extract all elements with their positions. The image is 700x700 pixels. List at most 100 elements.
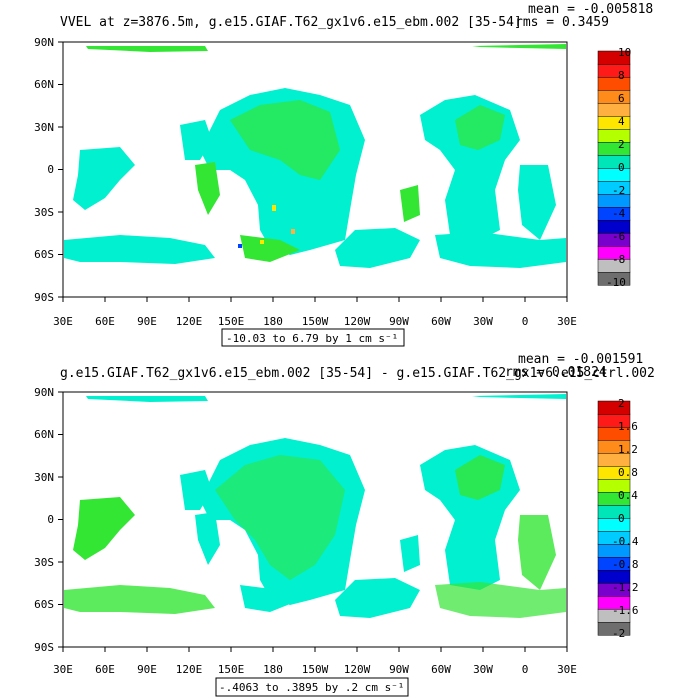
colorbar-swatch	[597, 50, 631, 65]
field-atlantic-detail	[455, 105, 505, 150]
field-southern-ridge	[240, 585, 300, 612]
field-caribbean	[400, 535, 420, 572]
lat-label: 30S	[34, 206, 54, 219]
colorbar-label: 10	[618, 46, 631, 59]
colorbar-label: 8	[618, 69, 625, 82]
colorbar-label: -10	[606, 276, 626, 289]
lat-axis-labels: 90N 60N 30N 0 30S 60S 90S	[34, 36, 54, 304]
ocean-field	[64, 44, 566, 268]
lon-label: 0	[522, 663, 529, 676]
lon-label: 120W	[344, 663, 371, 676]
lat-axis-labels: 90N 60N 30N 0 30S 60S 90S	[34, 386, 54, 654]
range-label: -10.03 to 6.79 by 1 cm s⁻¹	[226, 332, 398, 345]
stats-rms: rms = 0.01824	[505, 365, 607, 380]
colorbar-swatch	[597, 89, 631, 104]
field-indian-north	[73, 497, 135, 560]
colorbar-label: 6	[618, 92, 625, 105]
colorbar-label: -8	[612, 253, 625, 266]
field-east-atlantic	[518, 165, 556, 240]
lon-axis-labels: 30E 60E 90E 120E 150E 180 150W 120W 90W …	[53, 663, 577, 676]
lon-label: 30E	[557, 315, 577, 328]
field-pacific-detail	[215, 455, 345, 580]
lat-label: 30S	[34, 556, 54, 569]
lon-label: 30E	[557, 663, 577, 676]
lat-label: 60N	[34, 78, 54, 91]
lon-label: 150E	[218, 663, 245, 676]
field-pacific-detail	[230, 100, 340, 180]
lat-label: 90N	[34, 36, 54, 49]
anomaly-spot	[272, 205, 276, 211]
colorbar-label: 2	[618, 138, 625, 151]
range-label: -.4063 to .3895 by .2 cm s⁻¹	[219, 681, 404, 694]
colorbar-label: 1.6	[618, 420, 638, 433]
lat-label: 30N	[34, 121, 54, 134]
field-indonesia	[195, 512, 220, 565]
colorbar-label: 4	[618, 115, 625, 128]
field-caribbean	[400, 185, 420, 222]
lon-label: 120W	[344, 315, 371, 328]
lon-label: 90W	[389, 315, 409, 328]
field-atlantic-detail	[455, 455, 505, 500]
lon-ticks	[62, 647, 568, 652]
field-indian-north	[73, 147, 135, 210]
anomaly-spot	[291, 229, 295, 234]
field-arctic-east	[472, 394, 566, 399]
lon-label: 150E	[218, 315, 245, 328]
panel-title: g.e15.GIAF.T62_gx1v6.e15_ebm.002 [35-54]…	[60, 366, 655, 381]
field-indian-shelf	[180, 470, 212, 510]
colorbar-label: -2	[612, 627, 625, 640]
lon-label: 60W	[431, 315, 451, 328]
field-arctic-west	[86, 46, 208, 52]
colorbar-label: -6	[612, 230, 625, 243]
colorbar-label: -1.6	[612, 604, 639, 617]
field-arctic-west	[86, 396, 208, 402]
range-box-frame	[215, 677, 409, 697]
ocean-field	[64, 394, 566, 618]
field-southern-east	[435, 582, 566, 618]
colorbar-swatch	[597, 517, 631, 532]
colorbar-label: 0	[618, 161, 625, 174]
anomaly-spot	[238, 244, 242, 248]
lon-label: 120E	[176, 315, 203, 328]
field-southern-west	[64, 585, 215, 614]
colorbar-label: 1.2	[618, 443, 638, 456]
lat-label: 90N	[34, 386, 54, 399]
lat-label: 60S	[34, 598, 54, 611]
lon-label: 90E	[137, 315, 157, 328]
anomaly-spot	[260, 240, 264, 244]
field-southern-west	[64, 235, 215, 264]
lon-label: 30W	[473, 663, 493, 676]
map-area	[58, 41, 568, 302]
field-southern-central	[335, 578, 420, 618]
lon-label: 90E	[137, 663, 157, 676]
lon-label: 90W	[389, 663, 409, 676]
lon-axis-labels: 30E 60E 90E 120E 150E 180 150W 120W 90W …	[53, 315, 577, 328]
lon-label: 60E	[95, 663, 115, 676]
stats-rms: rms = 0.3459	[515, 15, 609, 30]
lon-label: 60W	[431, 663, 451, 676]
field-southern-ridge	[240, 235, 300, 262]
range-box: -10.03 to 6.79 by 1 cm s⁻¹	[221, 328, 405, 347]
lon-label: 30E	[53, 315, 73, 328]
colorbar-swatch	[597, 63, 631, 78]
range-box: -.4063 to .3895 by .2 cm s⁻¹	[215, 677, 409, 697]
colorbar-label: 0.8	[618, 466, 638, 479]
lat-label: 60S	[34, 248, 54, 261]
lon-label: 0	[522, 315, 529, 328]
colorbar-label: -0.8	[612, 558, 639, 571]
colorbar: 2 1.6 1.2 0.8 0.4 0 -0.4 -0.8 -1.2 -1.6 …	[597, 397, 639, 640]
lat-label: 0	[47, 513, 54, 526]
colorbar-swatch	[597, 102, 631, 117]
stats-mean: mean = -0.001591	[518, 352, 643, 367]
lat-label: 90S	[34, 641, 54, 654]
colorbar-swatch	[597, 504, 631, 519]
field-indonesia	[195, 162, 220, 215]
panel-top: VVEL at z=3876.5m, g.e15.GIAF.T62_gx1v6.…	[34, 2, 653, 347]
lon-label: 30W	[473, 315, 493, 328]
colorbar-label: 2	[618, 397, 625, 410]
lat-label: 90S	[34, 291, 54, 304]
field-east-atlantic	[518, 515, 556, 590]
lon-label: 180	[263, 315, 283, 328]
field-southern-east	[435, 232, 566, 268]
range-box-frame	[221, 328, 405, 347]
